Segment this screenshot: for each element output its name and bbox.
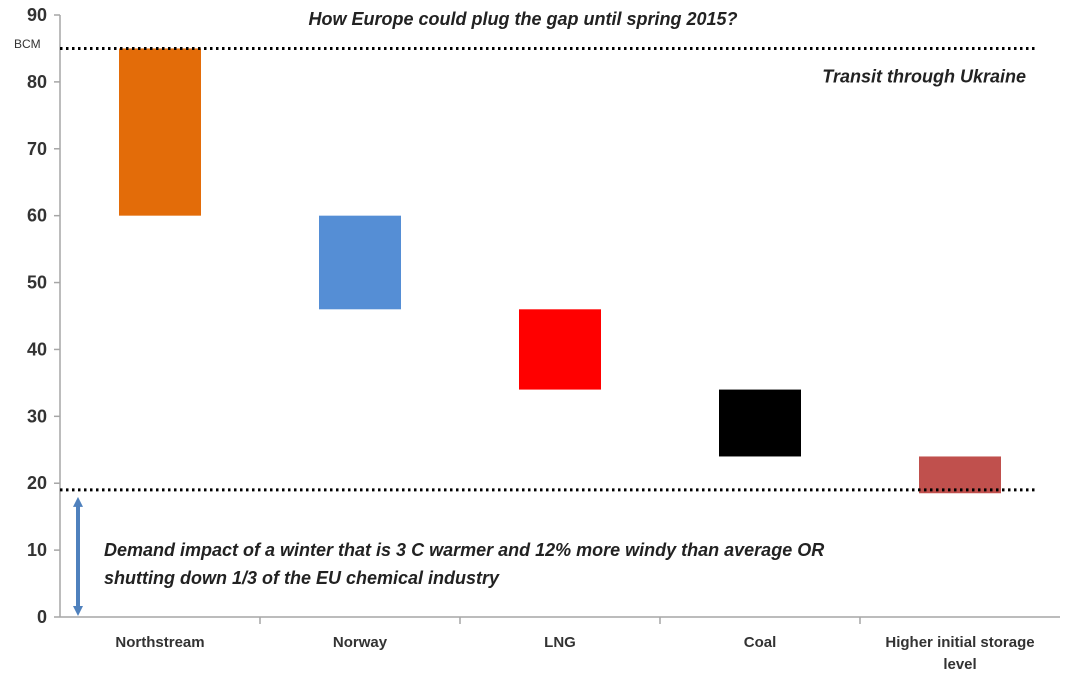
labels-layer: Northstream Norway LNG Coal Higher initial s… — [14, 9, 1035, 673]
y-tick-label: 40 — [27, 339, 47, 359]
y-unit-label: BCM — [14, 37, 41, 51]
range-annotation-text: Demand impact of a winter that is 3 C wa… — [104, 540, 824, 560]
y-tick-label: 70 — [27, 139, 47, 159]
y-tick-label: 0 — [37, 607, 47, 627]
bars-layer — [119, 48, 1001, 494]
bar-2 — [519, 309, 601, 390]
x-category-label: Higher initial storage — [885, 634, 1034, 651]
y-tick-label: 60 — [27, 206, 47, 226]
y-tick-label: 30 — [27, 406, 47, 426]
x-category-label: Norway — [333, 634, 388, 651]
axes-layer: 0 10 20 30 40 50 60 70 80 90 — [27, 5, 1060, 627]
bar-1 — [319, 215, 401, 310]
chart-title: How Europe could plug the gap until spri… — [308, 9, 737, 29]
y-tick-label: 80 — [27, 72, 47, 92]
x-category-label: LNG — [544, 634, 576, 651]
x-category-label: Coal — [744, 634, 777, 651]
y-tick-label: 20 — [27, 473, 47, 493]
y-tick-label: 10 — [27, 540, 47, 560]
bar-3 — [719, 389, 801, 457]
y-tick-label: 90 — [27, 5, 47, 25]
bar-4 — [919, 456, 1001, 494]
bar-0 — [119, 48, 201, 216]
x-category-label: Northstream — [115, 634, 204, 651]
x-category-label: level — [943, 656, 976, 673]
reference-lines-layer — [60, 46, 1038, 616]
reference-line-label: Transit through Ukraine — [822, 66, 1026, 86]
range-annotation-text: shutting down 1/3 of the EU chemical ind… — [104, 568, 500, 588]
y-tick-label: 50 — [27, 273, 47, 293]
